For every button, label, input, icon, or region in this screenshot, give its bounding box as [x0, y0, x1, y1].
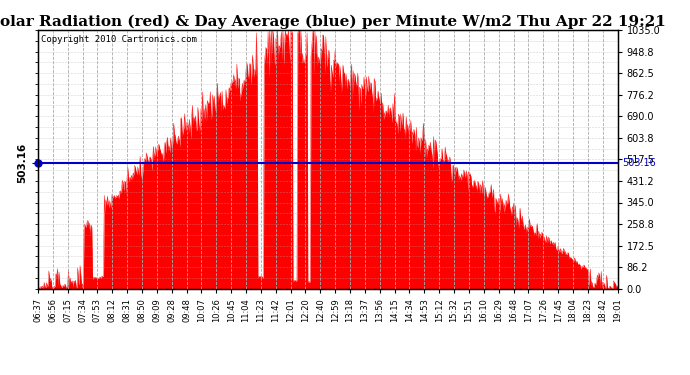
Text: 503.16: 503.16: [622, 158, 656, 168]
Title: Solar Radiation (red) & Day Average (blue) per Minute W/m2 Thu Apr 22 19:21: Solar Radiation (red) & Day Average (blu…: [0, 15, 666, 29]
Text: Copyright 2010 Cartronics.com: Copyright 2010 Cartronics.com: [41, 35, 197, 44]
